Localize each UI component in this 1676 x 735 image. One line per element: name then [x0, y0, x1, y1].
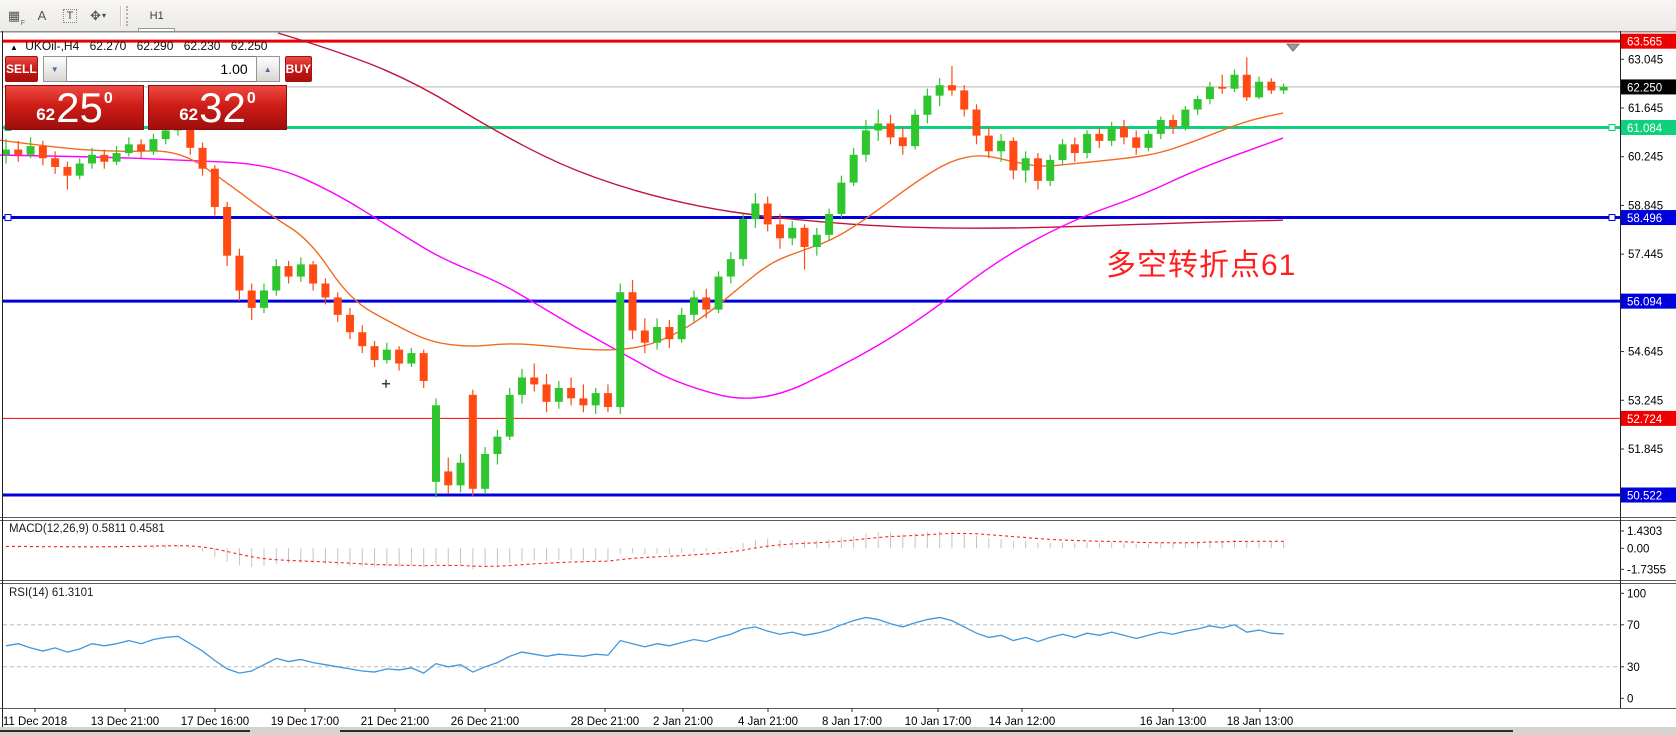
chart-symbol-title[interactable]: ▲ UKOil-,H4 62.270 62.290 62.230 62.250: [10, 39, 267, 53]
ma-slow: [277, 32, 1284, 229]
svg-text:2 Jan 21:00: 2 Jan 21:00: [653, 716, 713, 728]
svg-text:19 Dec 17:00: 19 Dec 17:00: [271, 716, 339, 728]
volume-decrease-button[interactable]: ▼: [42, 56, 67, 82]
chart-canvas[interactable]: 63.045 61.645 60.245 58.845 57.445 54.645 53.2…: [0, 31, 1676, 735]
grid-f-icon[interactable]: ▦ F: [2, 5, 26, 27]
svg-text:11 Dec 2018: 11 Dec 2018: [3, 716, 67, 728]
font-a-glyph: A: [37, 8, 47, 23]
buy-price-sup: 0: [246, 89, 256, 107]
svg-text:4 Jan 21:00: 4 Jan 21:00: [738, 716, 798, 728]
grid-f-sub: F: [20, 19, 25, 27]
svg-text:50.522: 50.522: [1627, 491, 1662, 503]
svg-text:61.645: 61.645: [1628, 103, 1663, 115]
svg-text:58.845: 58.845: [1628, 200, 1663, 212]
sell-price-sup: 0: [103, 89, 113, 107]
macd-panel: [5, 530, 1285, 570]
svg-text:63.045: 63.045: [1628, 54, 1663, 66]
text-label-glyph: T: [62, 8, 78, 23]
svg-text:70: 70: [1627, 620, 1640, 632]
rsi-panel: [3, 616, 1620, 674]
svg-text:14 Jan 12:00: 14 Jan 12:00: [989, 716, 1056, 728]
time-axis: 11 Dec 2018 13 Dec 21:00 17 Dec 16:00 19 De…: [3, 708, 1293, 728]
grid-f-glyph: ▦: [7, 7, 21, 23]
svg-text:51.845: 51.845: [1628, 444, 1663, 456]
rsi-line: [5, 616, 1284, 674]
volume-increase-button[interactable]: ▲: [255, 56, 280, 82]
svg-text:-1.7355: -1.7355: [1627, 564, 1666, 576]
buy-price-tile[interactable]: 62 32 0: [148, 85, 287, 130]
toolbar-separator: [120, 5, 122, 26]
svg-text:28 Dec 21:00: 28 Dec 21:00: [571, 716, 639, 728]
ma-mid: [0, 137, 1284, 399]
chevron-down-icon: ▾: [101, 11, 106, 20]
svg-text:56.094: 56.094: [1627, 297, 1663, 309]
rsi-indicator-label: RSI(14) 61.3101: [9, 587, 94, 599]
svg-text:58.496: 58.496: [1627, 213, 1662, 225]
sell-price-big: 25: [56, 83, 103, 131]
svg-text:30: 30: [1627, 662, 1640, 674]
toolbar: ▦ F A T ✥ ▾ M1M5M15M30H1H4D1W1MN: [0, 0, 1676, 118]
svg-text:61.084: 61.084: [1627, 123, 1663, 135]
moving-averages: [0, 32, 1284, 399]
text-label-icon[interactable]: T: [58, 5, 82, 27]
svg-text:0.00: 0.00: [1627, 543, 1649, 555]
toolbar-grip[interactable]: [126, 5, 131, 26]
svg-text:54.645: 54.645: [1628, 347, 1663, 359]
cycle-arrows-glyph: ✥: [90, 7, 101, 23]
svg-text:10 Jan 17:00: 10 Jan 17:00: [905, 716, 972, 728]
svg-text:21 Dec 21:00: 21 Dec 21:00: [361, 716, 429, 728]
cycle-arrows-icon[interactable]: ✥ ▾: [86, 5, 110, 27]
one-click-trading-panel: SELL ▼ ▲ BUY 62 25 0 62 32 0: [5, 56, 313, 130]
sell-button[interactable]: SELL: [5, 56, 38, 82]
font-a-icon[interactable]: A: [30, 5, 54, 27]
symbol-name: UKOil-,H4: [25, 39, 80, 53]
ma-fast: [0, 112, 1284, 351]
timeframe-button-h1[interactable]: H1: [149, 9, 164, 22]
quote-high: 62.290: [136, 39, 174, 53]
svg-text:100: 100: [1627, 588, 1646, 600]
sell-price-tile[interactable]: 62 25 0: [5, 85, 144, 130]
svg-text:62.250: 62.250: [1627, 82, 1662, 94]
svg-text:8 Jan 17:00: 8 Jan 17:00: [822, 716, 882, 728]
svg-text:17 Dec 16:00: 17 Dec 16:00: [181, 716, 249, 728]
buy-price-prefix: 62: [179, 104, 199, 124]
chart-text-annotation[interactable]: 多空转折点61: [1106, 249, 1297, 282]
svg-text:0: 0: [1627, 693, 1633, 705]
svg-text:18 Jan 13:00: 18 Jan 13:00: [1227, 716, 1294, 728]
chart-area[interactable]: 63.045 61.645 60.245 58.845 57.445 54.645 53.2…: [0, 31, 1676, 735]
svg-text:57.445: 57.445: [1628, 249, 1663, 261]
collapse-arrow-icon[interactable]: ▲: [10, 43, 18, 52]
quote-open: 62.270: [89, 39, 127, 53]
quote-close: 62.250: [230, 39, 268, 53]
svg-text:1.4303: 1.4303: [1627, 526, 1662, 538]
svg-text:60.245: 60.245: [1628, 152, 1663, 164]
quote-low: 62.230: [183, 39, 221, 53]
buy-price-big: 32: [199, 83, 246, 131]
sell-price-prefix: 62: [36, 104, 56, 124]
price-scale: 63.045 61.645 60.245 58.845 57.445 54.645 53.2…: [1620, 33, 1676, 705]
triangle-down-marker: [1285, 43, 1301, 52]
horizontal-scrollbar[interactable]: [0, 727, 1676, 735]
buy-button[interactable]: BUY: [284, 56, 313, 82]
volume-input[interactable]: [66, 56, 256, 82]
svg-text:53.245: 53.245: [1628, 395, 1663, 407]
svg-text:16 Jan 13:00: 16 Jan 13:00: [1140, 716, 1207, 728]
candles: [2, 57, 1288, 498]
svg-text:26 Dec 21:00: 26 Dec 21:00: [451, 716, 519, 728]
macd-indicator-label: MACD(12,26,9) 0.5811 0.4581: [9, 523, 165, 535]
svg-text:63.565: 63.565: [1627, 37, 1662, 49]
svg-text:52.724: 52.724: [1627, 414, 1663, 426]
svg-text:13 Dec 21:00: 13 Dec 21:00: [91, 716, 159, 728]
